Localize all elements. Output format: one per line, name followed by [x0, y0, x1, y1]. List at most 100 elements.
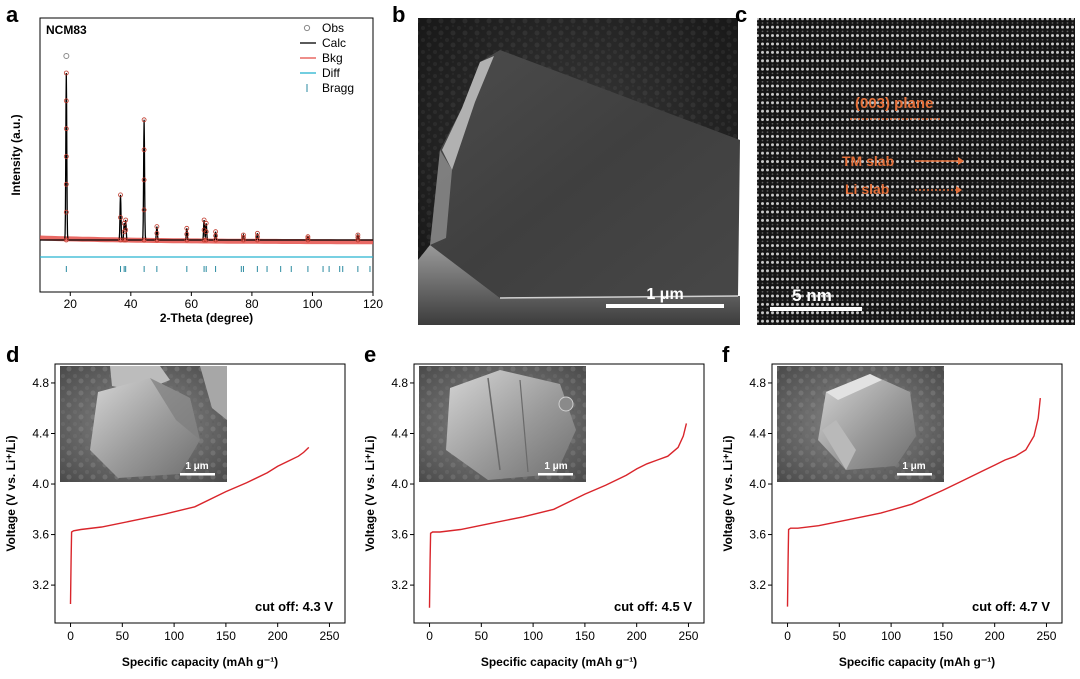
x-tick-label: 250 [678, 629, 698, 643]
obs-point [121, 237, 127, 243]
x-tick-label: 200 [985, 629, 1005, 643]
annotation-003-plane: (003) plane [855, 95, 933, 112]
obs-point [240, 232, 246, 238]
x-tick-label: 120 [363, 297, 383, 311]
x-tick-label: 200 [627, 629, 647, 643]
x-tick-label: 50 [475, 629, 489, 643]
annotation-tm-slab: TM slab [842, 153, 894, 169]
scale-bar-label-c: 5 nm [792, 286, 832, 305]
y-tick-label: 3.2 [32, 578, 49, 592]
y-tick-label: 3.2 [391, 578, 408, 592]
x-axis-title: Specific capacity (mAh g⁻¹) [839, 655, 995, 669]
obs-point [63, 209, 69, 215]
panel-a: a 20 40 60 80 100 120 2-Theta (degree) Intensit… [6, 2, 383, 325]
obs-point [63, 126, 69, 132]
legend-label: Bragg [322, 81, 354, 95]
obs-point [141, 177, 147, 183]
panel-letter-c: c [735, 2, 747, 27]
obs-point [63, 154, 69, 159]
obs-point [355, 232, 361, 238]
tem-micrograph-c: (003) plane TM slab Li slab 5 nm [757, 18, 1075, 325]
x-tick-label: 250 [1036, 629, 1056, 643]
y-tick-label: 3.6 [391, 528, 408, 542]
y-tick-label: 4.4 [749, 426, 766, 440]
x-tick-label: 80 [245, 297, 259, 311]
x-tick-label: 150 [933, 629, 953, 643]
xrd-chart: 20 40 60 80 100 120 2-Theta (degree) Intensity … [9, 17, 383, 325]
obs-point [63, 53, 70, 59]
x-tick-label: 20 [64, 297, 78, 311]
x-tick-label: 50 [116, 629, 130, 643]
obs-point [355, 237, 361, 243]
cutoff-label: cut off: 4.3 V [255, 599, 333, 614]
y-axis-title: Voltage (V vs. Li⁺/Li) [4, 435, 18, 551]
legend-label: Obs [322, 21, 344, 35]
voltage-curve [786, 398, 1041, 607]
voltage-curve [428, 423, 688, 608]
inset-scale-label-e: 1 μm [544, 461, 567, 472]
x-tick-label: 100 [523, 629, 543, 643]
chart-title: NCM83 [46, 23, 87, 37]
x-tick-label: 200 [268, 629, 288, 643]
annotation-li-slab: Li slab [845, 181, 889, 197]
y-tick-label: 4.0 [391, 477, 408, 491]
x-tick-label: 60 [185, 297, 199, 311]
obs-point [203, 220, 209, 226]
x-tick-label: 40 [124, 297, 138, 311]
y-axis-title: Voltage (V vs. Li⁺/Li) [363, 435, 377, 551]
x-tick-label: 50 [833, 629, 847, 643]
x-tick-label: 0 [67, 629, 74, 643]
obs-point [213, 229, 219, 235]
y-tick-label: 4.4 [32, 426, 49, 440]
obs-point [141, 237, 147, 243]
sem-inset-e: 1 μm [419, 366, 586, 482]
voltage-curve [69, 446, 310, 605]
voltage-chart-e: 0 50 100 150 200 250 3.2 3.6 4.0 4.4 4.8 Specific c… [363, 363, 705, 669]
panel-letter-e: e [364, 342, 376, 367]
obs-point [141, 147, 147, 153]
y-tick-label: 4.0 [32, 477, 49, 491]
x-axis-title: 2-Theta (degree) [160, 311, 253, 325]
obs-point [123, 237, 129, 243]
panel-letter-a: a [6, 2, 19, 27]
sem-micrograph-b: 1 μm [418, 18, 740, 325]
x-tick-label: 0 [426, 629, 433, 643]
voltage-chart-f: 0 50 100 150 200 250 3.2 3.6 4.0 4.4 4.8 Specific c… [721, 363, 1063, 669]
obs-point [63, 98, 69, 104]
obs-point [355, 235, 361, 240]
obs-point [240, 237, 246, 243]
x-tick-label: 100 [881, 629, 901, 643]
obs-point [63, 181, 69, 187]
cutoff-label: cut off: 4.5 V [614, 599, 692, 614]
y-tick-label: 3.2 [749, 578, 766, 592]
panel-letter-b: b [392, 2, 405, 27]
obs-point [154, 230, 160, 236]
y-tick-label: 4.8 [391, 376, 408, 390]
y-tick-label: 4.4 [391, 426, 408, 440]
legend-marker [303, 24, 311, 32]
x-tick-label: 100 [164, 629, 184, 643]
x-axis-title: Specific capacity (mAh g⁻¹) [122, 655, 278, 669]
obs-point [184, 231, 190, 237]
obs-point [254, 237, 260, 243]
scale-bar-label-b: 1 μm [646, 286, 683, 303]
panel-d: d 0 50 100 150 200 250 3.2 3.6 4.0 4.4 4.8 Specific… [4, 342, 346, 669]
series-calc [40, 72, 373, 241]
y-axis-title: Intensity (a.u.) [9, 114, 23, 195]
obs-point [118, 215, 123, 220]
x-axis-title: Specific capacity (mAh g⁻¹) [481, 655, 637, 669]
y-tick-label: 3.6 [749, 528, 766, 542]
x-tick-label: 100 [302, 297, 322, 311]
plot-frame [39, 17, 374, 293]
obs-point [141, 117, 147, 123]
plot-frame [54, 363, 346, 624]
inset-scale-label-d: 1 μm [185, 461, 208, 472]
x-tick-label: 0 [784, 629, 791, 643]
voltage-chart-d: 0 50 100 150 200 250 3.2 3.6 4.0 4.4 4.8 Specific c… [4, 363, 346, 669]
x-tick-label: 150 [216, 629, 236, 643]
legend-label: Diff [322, 66, 340, 80]
obs-point [184, 237, 190, 243]
panel-e: e 0 50 100 150 200 250 3.2 3.6 4.0 4.4 4.8 Specific… [363, 342, 705, 669]
cutoff-label: cut off: 4.7 V [972, 599, 1050, 614]
